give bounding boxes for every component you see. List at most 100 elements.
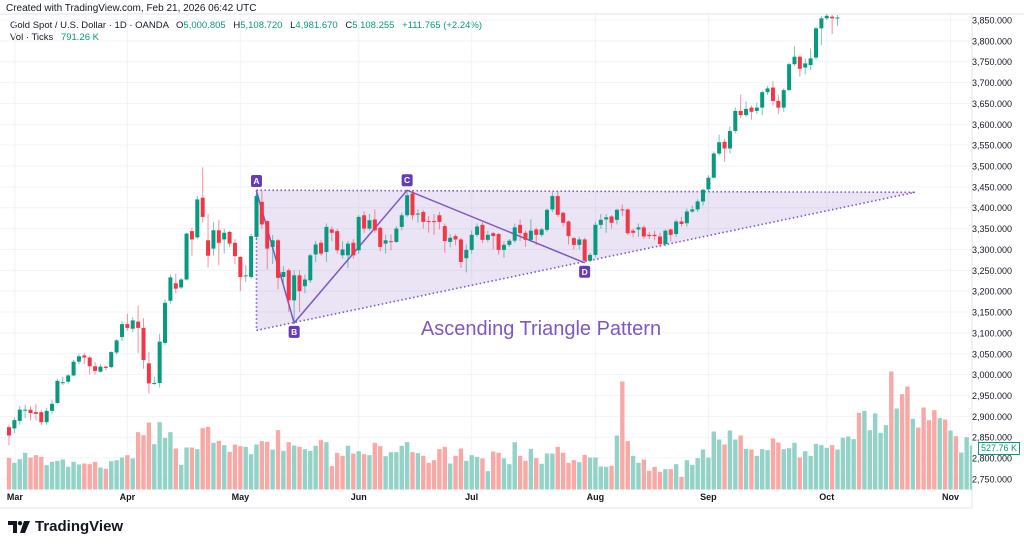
price-tick-label: 2,950.000	[972, 391, 1012, 401]
candle-body	[362, 215, 367, 229]
candle	[87, 355, 92, 375]
volume-bar	[431, 460, 437, 490]
candle-body	[738, 110, 743, 116]
volume-bar	[410, 452, 415, 490]
candle	[367, 213, 372, 231]
candle-body	[103, 366, 108, 368]
volume-bar	[550, 453, 555, 490]
candle-body	[711, 153, 716, 178]
volume-bar	[749, 449, 754, 490]
candle-body	[98, 366, 103, 372]
candle	[173, 273, 178, 294]
candle-body	[566, 221, 571, 237]
volume-bar	[829, 445, 835, 490]
price-tick-label: 2,850.000	[972, 433, 1012, 443]
candle-body	[281, 271, 286, 277]
volume-bar	[372, 442, 378, 490]
price-tick-label: 3,750.000	[972, 57, 1012, 67]
candle-body	[577, 239, 582, 245]
tradingview-logo[interactable]: TradingView	[8, 518, 123, 535]
volume-bar	[614, 435, 620, 490]
volume-bar	[383, 456, 388, 490]
candle-body	[173, 283, 178, 289]
volume-bar	[291, 445, 297, 490]
candle-body	[835, 17, 840, 19]
candle	[146, 351, 151, 394]
candle-body	[163, 302, 168, 343]
volume-bar	[103, 468, 109, 490]
candles	[7, 14, 840, 446]
candle	[60, 376, 65, 386]
candle	[480, 222, 485, 244]
candle-body	[674, 221, 679, 235]
time-axis-label: Jul	[465, 492, 478, 502]
point-label-box	[250, 175, 262, 188]
candle-body	[824, 15, 829, 19]
symbol-title[interactable]: Gold Spot / U.S. Dollar · 1D · OANDA	[10, 20, 169, 31]
volume-bar	[39, 456, 44, 490]
candle	[749, 105, 754, 120]
candle-body	[421, 211, 426, 222]
volume-bar	[872, 413, 878, 490]
volume-bar	[684, 460, 690, 490]
candle-body	[776, 100, 781, 108]
candle-body	[754, 107, 759, 111]
candle	[82, 352, 87, 365]
candle-body	[733, 110, 738, 131]
volume-bar	[313, 445, 318, 490]
candle-body	[216, 230, 221, 243]
candle	[345, 241, 350, 269]
volume-bar	[248, 454, 254, 490]
volume-bar	[243, 446, 248, 490]
candle-body	[50, 403, 55, 411]
volume-bar	[356, 451, 361, 490]
volume-bar	[308, 450, 313, 490]
candle	[297, 270, 302, 313]
candle	[270, 234, 275, 265]
candle	[259, 191, 264, 229]
volume-bar	[770, 438, 776, 490]
volume-bar	[808, 455, 813, 490]
candle-body	[496, 234, 501, 250]
volume-bar	[367, 455, 372, 490]
candle	[781, 88, 786, 112]
price-tick-label: 3,850.000	[972, 16, 1012, 26]
candle-body	[550, 196, 555, 210]
grid	[0, 14, 972, 492]
candle-body	[195, 199, 200, 238]
change-value: +111.765 (+2.24%)	[402, 20, 483, 31]
volume-bar	[765, 450, 770, 490]
volume-bar	[969, 445, 972, 490]
volume-bar	[690, 464, 695, 490]
candle-body	[130, 320, 135, 329]
candle	[276, 239, 280, 290]
candle	[797, 55, 802, 77]
candle	[657, 232, 662, 248]
candle-body	[727, 130, 732, 149]
candle-body	[60, 382, 65, 384]
candle	[23, 404, 28, 419]
candle	[399, 212, 404, 231]
volume-bar	[641, 459, 647, 490]
candle	[614, 208, 619, 225]
volume-bar	[636, 462, 641, 490]
volume-bar	[453, 455, 458, 490]
price-tick-label: 3,350.000	[972, 224, 1012, 234]
volume-bar	[65, 466, 71, 490]
candle	[668, 228, 673, 242]
candle	[706, 175, 711, 192]
candle	[109, 351, 114, 369]
volume-bar	[421, 455, 426, 490]
candle	[179, 277, 184, 290]
candle-body	[109, 352, 114, 368]
volume-bar	[776, 442, 781, 490]
candle	[690, 205, 695, 213]
candle-body	[604, 217, 609, 220]
tradingview-logo-icon	[8, 520, 30, 533]
volume-label[interactable]: Vol · Ticks	[10, 32, 54, 43]
candle-body	[426, 221, 431, 223]
time-axis-label: Aug	[587, 492, 605, 502]
resistance-line	[256, 189, 915, 194]
pattern-point-label-d: D	[579, 265, 591, 278]
